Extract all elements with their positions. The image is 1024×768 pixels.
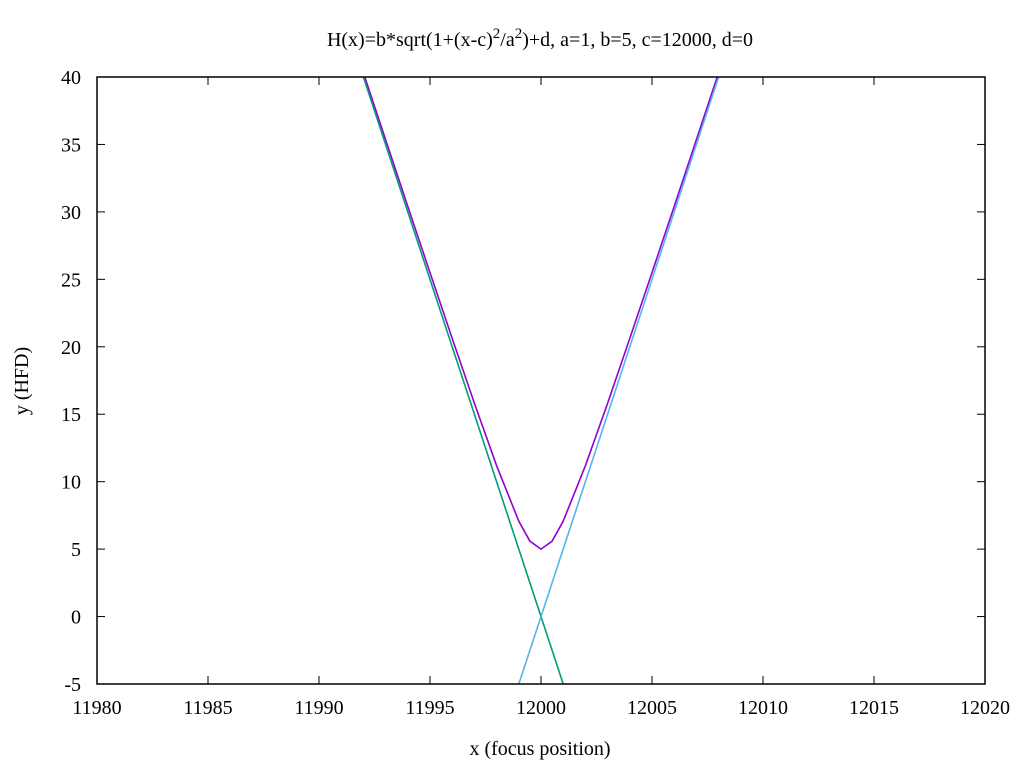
chart-title: H(x)=b*sqrt(1+(x-c)2/a2)+d, a=1, b=5, c=… (327, 26, 753, 51)
y-tick-label: 0 (71, 607, 81, 629)
x-axis-label: x (focus position) (469, 738, 610, 760)
y-tick-label: 30 (61, 202, 81, 224)
chart-title-superscript: 2 (515, 26, 523, 42)
y-tick-label: -5 (64, 674, 81, 696)
x-tick-label: 11980 (72, 697, 121, 719)
plot-border (96, 76, 986, 685)
series-line-2 (362, 77, 564, 684)
series-line-1 (363, 77, 719, 550)
y-tick-label: 25 (61, 269, 81, 291)
x-tick-label: 12005 (627, 697, 677, 719)
y-tick-label: 20 (61, 337, 81, 359)
chart-title-part: )+d, a=1, b=5, c=12000, d=0 (522, 29, 753, 51)
series-layer (362, 77, 720, 684)
x-tick-label: 11995 (405, 697, 454, 719)
series-line-3 (518, 77, 720, 684)
x-tick-label: 12015 (849, 697, 899, 719)
x-tick-label: 12020 (960, 697, 1010, 719)
y-tick-label: 35 (61, 134, 81, 156)
x-tick-label: 11990 (294, 697, 343, 719)
chart-title-part: H(x)=b*sqrt(1+(x-c) (327, 29, 493, 51)
x-tick-label: 12010 (738, 697, 788, 719)
chart-title-part: /a (500, 29, 515, 51)
y-tick-label: 5 (71, 539, 81, 561)
x-tick-label: 11985 (183, 697, 232, 719)
chart-title-superscript: 2 (493, 26, 501, 42)
ticks-layer: 11980 11985 11990 11995 12000 12005 12010 12015… (61, 67, 1010, 719)
y-tick-label: 40 (61, 67, 81, 89)
y-tick-label: 10 (61, 472, 81, 494)
x-tick-label: 12000 (516, 697, 566, 719)
y-tick-label: 15 (61, 404, 81, 426)
y-axis-label: y (HFD) (11, 347, 33, 415)
